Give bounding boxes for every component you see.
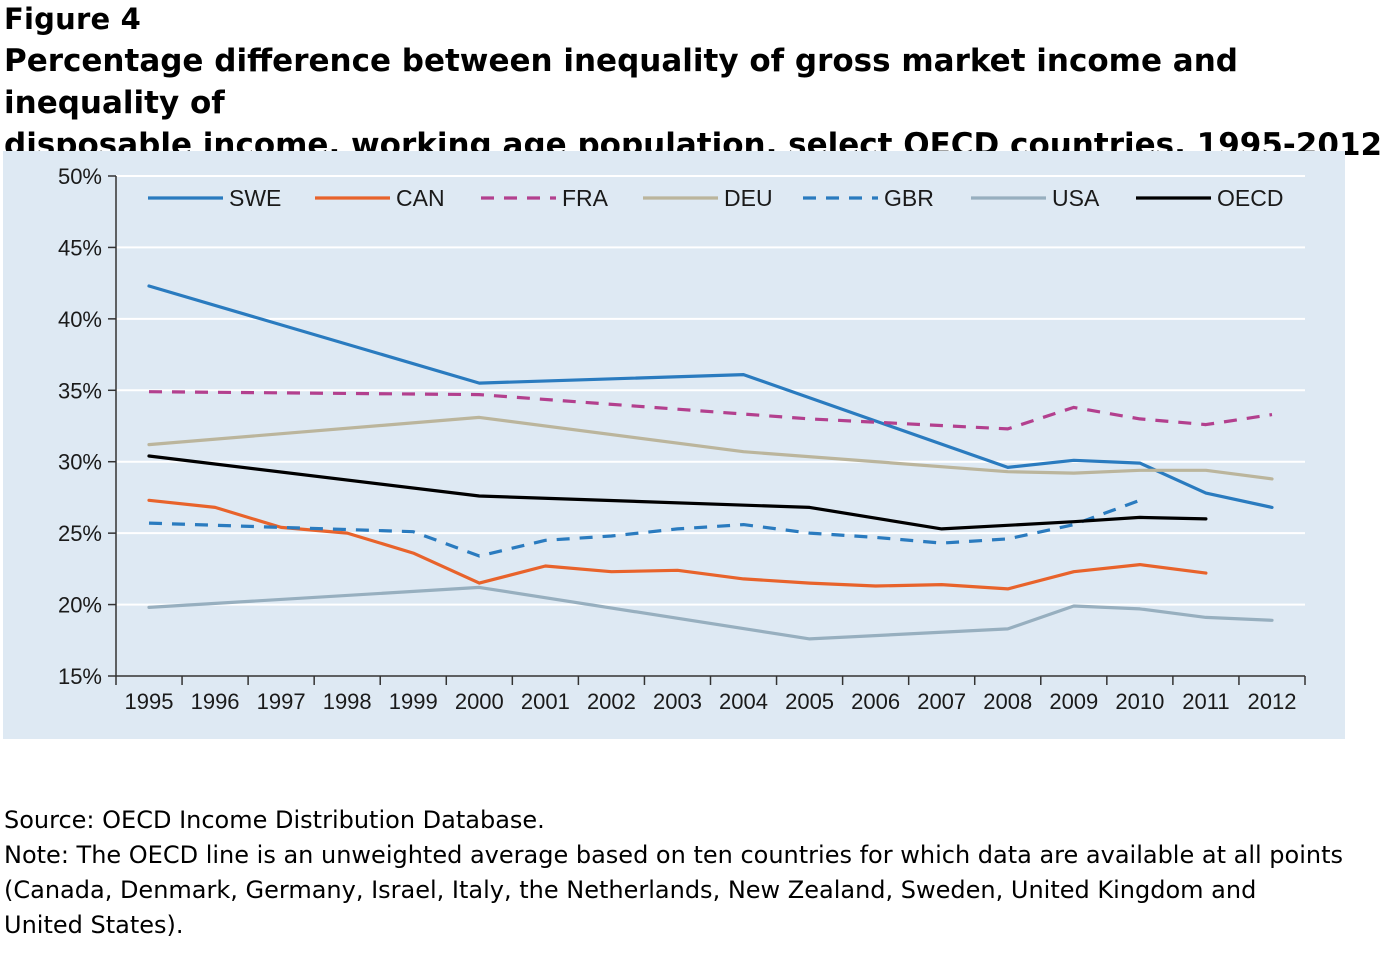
x-tick-label: 2007 — [917, 689, 966, 714]
figure-label: Figure 4 — [4, 2, 141, 36]
legend-label-oecd: OECD — [1217, 185, 1283, 211]
y-tick-label: 20% — [58, 593, 102, 618]
x-tick-label: 2003 — [653, 689, 702, 714]
x-tick-label: 2008 — [983, 689, 1032, 714]
notes-section: Source: OECD Income Distribution Databas… — [4, 803, 1392, 943]
series-line-oecd — [147, 454, 1208, 531]
source-note: Source: OECD Income Distribution Databas… — [4, 806, 545, 834]
y-tick-label: 40% — [58, 307, 102, 332]
note-line-2: (Canada, Denmark, Germany, Israel, Italy… — [4, 876, 1257, 904]
y-tick-label: 25% — [58, 521, 102, 546]
x-tick-label: 2004 — [719, 689, 768, 714]
x-tick-label: 1997 — [257, 689, 306, 714]
x-tick-label: 1996 — [191, 689, 240, 714]
x-tick-label: 2012 — [1247, 689, 1296, 714]
x-tick-label: 2002 — [587, 689, 636, 714]
series-line-can — [147, 498, 1208, 591]
series-line-usa — [147, 585, 1274, 641]
x-tick-label: 2010 — [1115, 689, 1164, 714]
line-chart: 15% 20% 25% 30% 35% 40% 45% 50% 1995 1996 1997 1998… — [58, 164, 1306, 714]
series-line-swe — [147, 284, 1274, 509]
x-tick-label: 1999 — [389, 689, 438, 714]
y-tick-label: 45% — [58, 235, 102, 260]
x-tick-label: 2009 — [1049, 689, 1098, 714]
series-line-gbr — [148, 498, 1141, 558]
y-tick-label: 30% — [58, 450, 102, 475]
x-tick-label: 2000 — [455, 689, 504, 714]
y-tick-label: 35% — [58, 378, 102, 403]
y-tick-label: 15% — [58, 664, 102, 689]
x-tick-label: 2001 — [521, 689, 570, 714]
x-tick-label: 2006 — [851, 689, 900, 714]
x-tick-label: 1995 — [125, 689, 174, 714]
series-line-deu — [147, 415, 1274, 481]
legend-label-can: CAN — [396, 185, 445, 211]
legend-label-deu: DEU — [724, 185, 773, 211]
note-line-1: Note: The OECD line is an unweighted ave… — [4, 841, 1343, 869]
legend-label-usa: USA — [1052, 185, 1100, 211]
x-tick-label: 2005 — [785, 689, 834, 714]
x-tick-label: 1998 — [323, 689, 372, 714]
chart-title-line-1: Percentage difference between inequality… — [4, 43, 1238, 121]
x-tick-label: 2011 — [1182, 689, 1229, 714]
y-tick-label: 50% — [58, 164, 102, 189]
legend-label-gbr: GBR — [884, 185, 934, 211]
note-line-3: United States). — [4, 911, 184, 939]
chart-title: Percentage difference between inequality… — [4, 40, 1389, 166]
legend-label-fra: FRA — [562, 185, 609, 211]
legend-label-swe: SWE — [229, 185, 281, 211]
series-line-fra — [148, 390, 1273, 431]
chart-panel: 15% 20% 25% 30% 35% 40% 45% 50% 1995 1996 1997 1998… — [3, 151, 1345, 739]
